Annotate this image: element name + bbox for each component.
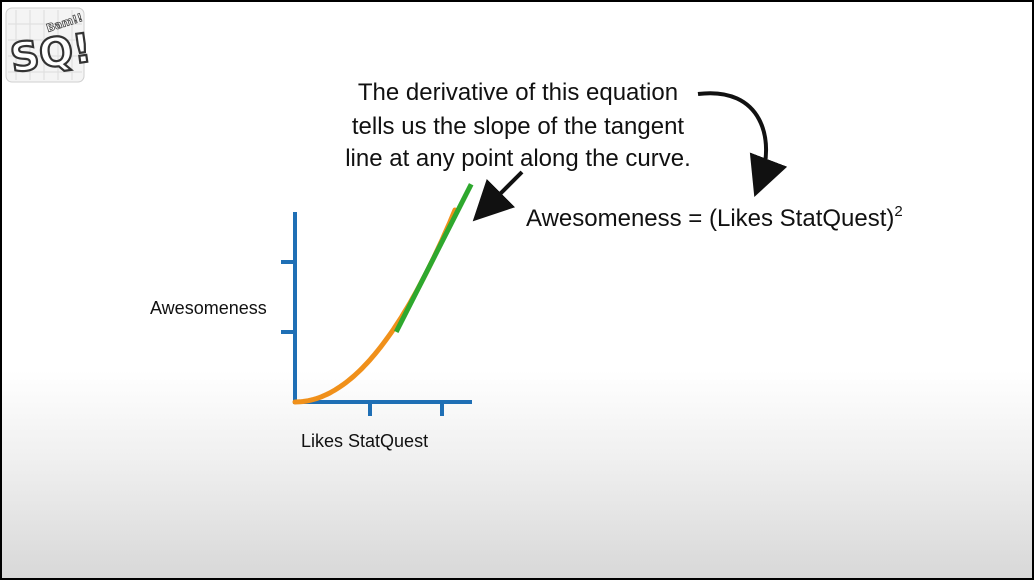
equation-text: Awesomeness = (Likes StatQuest)2	[526, 203, 903, 232]
x-ticks	[368, 402, 444, 416]
equation: Awesomeness = (Likes StatQuest)2	[526, 203, 903, 232]
annotation-line-3: line at any point along the curve.	[345, 145, 691, 172]
annotation: The derivative of this equation tells us…	[345, 79, 691, 172]
annotation-line-2: tells us the slope of the tangent	[352, 113, 685, 140]
y-axis-label: Awesomeness	[150, 298, 267, 318]
statquest-logo: SQ! Bam!!	[5, 7, 95, 83]
equation-exponent: 2	[894, 203, 902, 220]
chart: Awesomeness Likes StatQuest	[150, 183, 474, 451]
tangent-line	[393, 183, 474, 334]
tangent-arrow	[472, 170, 524, 222]
equation-main: Awesomeness = (Likes StatQuest)	[526, 205, 894, 232]
equation-arrow	[697, 91, 788, 197]
y-ticks	[281, 260, 295, 334]
logo-letters: SQ!	[8, 25, 95, 82]
curve-line	[292, 207, 458, 405]
annotation-line-1: The derivative of this equation	[358, 79, 678, 106]
x-axis-label: Likes StatQuest	[301, 431, 428, 451]
